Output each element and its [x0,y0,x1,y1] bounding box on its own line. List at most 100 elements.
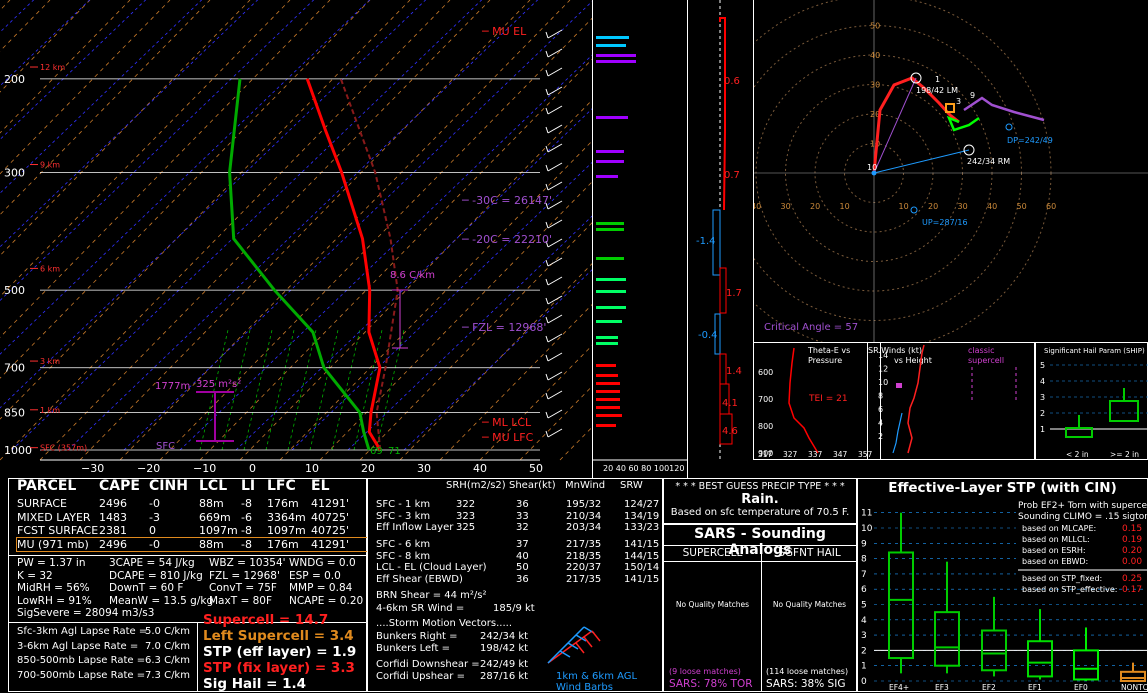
theta-e-profile [788,347,819,454]
hodo-x-label: 40 [987,202,997,211]
prob-label: based on EBWD: [1022,557,1088,566]
critical-angle: Critical Angle = 57 [764,322,858,333]
ship-tick: 2 [1040,409,1045,418]
index-cell: LowRH = 91% [17,594,92,607]
sr-height-tick: 6 [878,405,883,414]
tadv-box [714,313,721,355]
barb-flag-6km [559,650,571,658]
sfc-marker [871,170,877,176]
isotherm [0,0,203,194]
parcel-cell: 41291' [311,537,350,551]
wind-speed-bar [596,160,624,163]
parcel-cell: 1483 [99,510,127,524]
lapse-row: Sfc-3km Agl Lapse Rate = 5.0 C/km [17,625,197,640]
barb-flag-1km [583,636,593,648]
theta-e-xtick: 317 [758,450,773,459]
wind-barb-flag [545,278,549,286]
col-lfc: LFC [267,478,296,494]
parcel-cell: -8 [241,537,252,551]
hodo-lm-vector [873,77,917,174]
parcel-cell: -0 [149,497,160,510]
hodo-trace-upper [963,96,1045,122]
temp-tick-label: −20 [137,462,160,475]
sig-hail: Sig Hail = 1.4 [203,676,307,692]
stp-xlabel: EF0 [1074,683,1088,691]
stp-fix: STP (fix layer) = 3.3 [203,660,355,676]
km-label-9: 9 [970,91,975,100]
rm-label: 242/34 RM [967,157,1010,166]
prob-value: 0.19 [1122,535,1142,545]
sr-winds-title: SR Winds (kt) [868,346,922,355]
dry-adiabat [239,99,592,461]
col-li: LI [241,478,256,494]
tadv-box [719,267,727,314]
up-marker [910,206,918,214]
kin-cell: 133/23 [624,522,660,533]
parcel-cell: 40725' [311,510,350,524]
kin-row: Eff Inflow Layer 325 32 203/34 133/23 [376,522,662,534]
parcel-cell: SURFACE [17,497,67,510]
hodo-x-label: 50 [1017,202,1027,211]
kin-cell: 150/14 [624,562,660,573]
lapse-label: 700-500mb Lapse Rate = [17,669,146,681]
hodo-x-label: 20 [928,202,938,211]
parcel-cell: 3364m [267,510,306,524]
wind-speed-bar [596,336,618,339]
tadv-value: -0.4 [698,330,718,341]
parcel-cell: -0 [149,537,160,551]
ws-axis-label: 20 40 60 80 100120 [603,464,684,473]
stp-box [934,611,960,667]
isotherm [0,0,91,87]
stp-xlabel: EF3 [935,683,949,691]
index-cell: NCAPE = 0.20 [289,594,364,607]
hodo-rm-vector [873,149,970,174]
tadv-value: 1.4 [726,366,742,377]
isotherm [0,0,315,302]
kin-cell: 36 [516,499,529,510]
height-label: 6 km [40,264,60,273]
index-cell: FZL = 12968' [209,569,280,582]
parcel-cell: 0 [149,524,156,537]
index-cell: MMP = 0.84 [289,582,353,595]
index-row: K = 32 DCAPE = 810 J/kg FZL = 12968' ESP = … [17,570,367,583]
wind-barb-flag [545,202,549,210]
fzl-label: ─ FZL = 12968' [461,321,546,334]
tadv-box [719,413,733,445]
wind-speed-bar [596,222,624,225]
kin-cell: 50 [516,562,529,573]
wind-barb-flag [545,259,549,267]
dry-adiabat [0,0,451,461]
parcel-cell: -8 [241,497,252,510]
index-cell: DCAPE = 810 J/kg [109,569,203,582]
kin-cell: SFC - 8 km [376,550,431,562]
precip-note: Based on sfc temperature of 70.5 F. [670,507,850,518]
wind-barb-flag [545,240,549,248]
stp-xlabel: EF4+ [889,683,909,691]
isotherm [0,0,259,248]
temp-advection-chart: 0.6 0.7 -1.4 1.7 -0.4 1.4 4.1 4.6 [696,0,742,460]
index-cell: 3CAPE = 54 J/kg [109,557,195,569]
motion-value: 242/34 kt [480,630,529,642]
pressure-label: 300 [4,166,25,179]
hodograph-panel: 60 50 40 30 20 10 40 30 20 10 10 20 30 40 50 60 198/42 L… [696,0,1148,351]
prob-value: 0.20 [1122,546,1142,556]
wind-barb [547,409,563,419]
wind-barb-flag [545,69,549,77]
tadv-value: -1.4 [696,236,716,247]
stp-ytick: 2 [861,646,867,656]
dry-adiabat [199,58,592,461]
theta-e-xtick: 327 [783,450,798,459]
wind-barb-flag [545,183,549,191]
kin-row: SFC - 6 km 37 217/35 141/15 [376,539,662,551]
wind-barb-flag [545,392,549,400]
kin-cell: SFC - 1 km [376,499,431,510]
index-cell: ESP = 0.0 [289,569,341,582]
kin-hdr-mnwind: MnWind [565,480,606,491]
dry-adiabat [0,0,11,11]
theta-e-xtick: 347 [833,450,848,459]
dry-adiabat [0,0,291,298]
parcel-cell: FCST SURFACE [17,524,99,537]
stp-boxplot: 11109876543210EF4+EF3EF2EF1EF0NONTORProb… [861,498,1147,691]
dry-adiabat [0,0,371,379]
kin-cell: 323 [456,510,476,522]
